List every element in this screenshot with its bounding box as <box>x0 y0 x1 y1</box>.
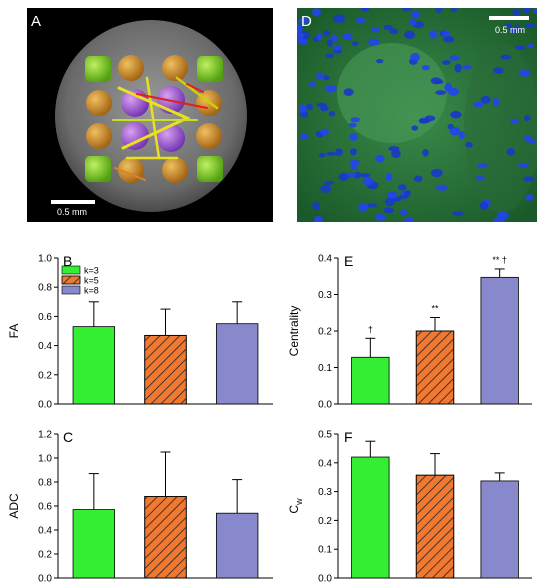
scale-bar-d: 0.5 mm <box>489 16 529 35</box>
panel-letter-a: A <box>31 13 41 30</box>
bar-hatch <box>144 334 187 405</box>
legend: k=3k=5k=8 <box>61 265 99 296</box>
y-axis-label: FA <box>7 324 21 339</box>
cell-nuclei <box>297 8 537 222</box>
micrograph: 0.5 mm D <box>297 8 537 222</box>
legend-label: k=5 <box>84 276 99 286</box>
panel-letter: B <box>63 253 72 269</box>
chart-e: 0.0 0.1 0.2 0.3 0.4 Centrality E † ** ** † <box>287 253 532 411</box>
y-tick-label: 0.4 <box>38 341 52 352</box>
bar-k=8 <box>215 323 259 405</box>
y-tick-label: 0.8 <box>38 283 52 294</box>
panel-letter: F <box>344 429 353 445</box>
y-tick-label: 0.2 <box>38 370 52 381</box>
y-tick-label: 0.2 <box>318 327 332 338</box>
bar-hatch <box>144 495 187 579</box>
y-tick-label: 0.3 <box>318 290 332 301</box>
bar-k=3 <box>72 326 116 405</box>
y-tick-label: 0.0 <box>318 400 332 411</box>
bar-k=8 <box>215 512 259 579</box>
scale-bar-a: 0.5 mm <box>51 200 95 217</box>
model-rendering: 0.5 mm A <box>31 13 247 217</box>
panel-letter: E <box>344 253 353 269</box>
y-tick-label: 0.1 <box>318 545 332 556</box>
legend-swatch-hatch <box>61 275 81 285</box>
y-tick-label: 1.0 <box>38 254 52 265</box>
significance-mark: ** † <box>492 255 507 265</box>
legend-swatch <box>61 265 81 275</box>
fiber-streamlines <box>112 76 219 181</box>
y-tick-label: 0.0 <box>38 574 52 585</box>
panel-letter: C <box>63 429 73 445</box>
y-tick-label: 1.0 <box>38 454 52 465</box>
bar-hatch <box>415 474 455 579</box>
legend-label: k=3 <box>84 266 99 276</box>
y-axis-label: Centrality <box>287 306 301 357</box>
svg-text:0.5 mm: 0.5 mm <box>57 207 87 217</box>
y-tick-label: 0.8 <box>38 478 52 489</box>
significance-mark: † <box>368 324 373 334</box>
panel-a-image: 0.5 mm A <box>27 8 273 222</box>
green-cubes <box>85 56 223 182</box>
bar-k=3 <box>351 356 390 405</box>
panel-d-image: 0.5 mm D <box>297 8 537 222</box>
y-tick-label: 0.5 <box>318 430 332 441</box>
bar-k=8 <box>480 276 519 405</box>
y-tick-label: 0.4 <box>318 254 332 265</box>
y-tick-label: 0.4 <box>318 458 332 469</box>
bar-k=3 <box>351 456 390 579</box>
legend-swatch <box>61 285 81 295</box>
chart-b: 0.0 0.2 0.4 0.6 0.8 1.0 FA Bk=3k=5k=8 <box>7 253 273 411</box>
bar-k=3 <box>72 509 116 579</box>
y-tick-label: 0.0 <box>38 400 52 411</box>
legend-label: k=8 <box>84 286 99 296</box>
bar-k=8 <box>480 480 519 579</box>
y-tick-label: 0.4 <box>38 526 52 537</box>
panel-letter-d: D <box>301 13 312 30</box>
y-axis-label: ADC <box>7 493 21 519</box>
y-tick-label: 1.2 <box>38 430 52 441</box>
chart-f: 0.0 0.1 0.2 0.3 0.4 0.5 Cw F <box>287 429 532 585</box>
bar-hatch <box>415 330 455 405</box>
chart-c: 0.0 0.2 0.4 0.6 0.8 1.0 1.2 ADC C <box>7 429 273 585</box>
y-axis-label: Cw <box>287 498 304 514</box>
y-tick-label: 0.6 <box>38 502 52 513</box>
y-tick-label: 0.0 <box>318 574 332 585</box>
y-tick-label: 0.1 <box>318 363 332 374</box>
y-tick-label: 0.2 <box>318 516 332 527</box>
y-tick-label: 0.2 <box>38 550 52 561</box>
y-tick-label: 0.3 <box>318 487 332 498</box>
significance-mark: ** <box>431 303 439 313</box>
svg-text:0.5 mm: 0.5 mm <box>495 25 525 35</box>
y-tick-label: 0.6 <box>38 312 52 323</box>
y-axis-label-subscript: w <box>294 498 304 506</box>
